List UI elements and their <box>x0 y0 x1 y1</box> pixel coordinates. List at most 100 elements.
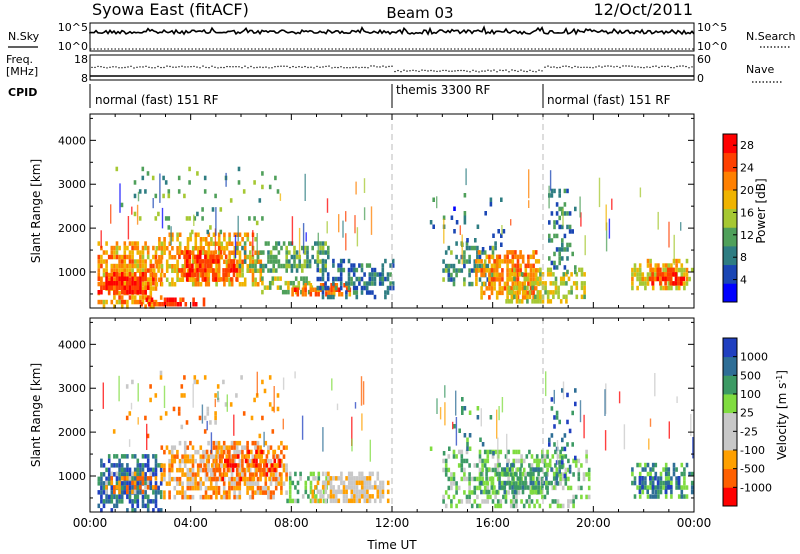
velocity-cell <box>207 494 210 500</box>
power-cell <box>181 264 185 269</box>
velocity-cell <box>157 463 160 468</box>
power-cell <box>526 285 529 291</box>
velocity-cell <box>113 463 116 468</box>
nave-point <box>631 65 633 67</box>
power-cell <box>209 259 212 264</box>
velocity-cell <box>500 471 504 477</box>
velocity-cell <box>199 454 203 459</box>
velocity-cell <box>280 449 283 455</box>
power-cell <box>126 285 129 290</box>
velocity-cell <box>288 498 292 504</box>
velocity-cell <box>259 490 262 495</box>
velocity-cell <box>321 485 325 490</box>
velocity-cell <box>296 489 300 495</box>
velocity-cell <box>115 494 119 500</box>
velocity-cell <box>463 458 466 464</box>
velocity-cell <box>123 472 127 477</box>
nave-point <box>94 66 96 69</box>
velocity-cell <box>118 480 121 486</box>
power-cell <box>649 258 652 264</box>
power-cell <box>193 259 197 264</box>
power-cell <box>326 276 330 282</box>
power-cell <box>197 232 200 237</box>
velocity-cell <box>154 494 158 500</box>
velocity-cell <box>118 489 121 495</box>
velocity-cell <box>561 464 564 470</box>
power-cell <box>97 259 101 264</box>
velocity-cell <box>296 498 300 504</box>
velocity-cell <box>261 415 264 421</box>
velocity-cell <box>185 420 189 425</box>
velocity-cell <box>512 472 516 477</box>
velocity-cell <box>233 481 236 486</box>
power-cell <box>118 285 121 290</box>
power-cell <box>225 241 229 246</box>
velocity-cell <box>233 490 236 495</box>
power-cell <box>529 268 533 273</box>
velocity-cell <box>141 499 145 504</box>
power-cell <box>184 302 188 307</box>
power-streak <box>354 215 356 234</box>
power-cell <box>368 290 372 295</box>
power-cell <box>306 245 309 251</box>
velocity-cell <box>670 494 673 499</box>
velocity-cell <box>470 490 474 495</box>
power-cell <box>552 294 555 300</box>
power-cell <box>110 250 114 255</box>
power-cell <box>473 268 477 273</box>
power-streak <box>598 177 601 208</box>
power-cell <box>552 290 555 295</box>
power-cell <box>211 207 215 212</box>
power-cell <box>532 290 535 296</box>
power-cell <box>317 292 320 297</box>
velocity-cell <box>524 476 527 481</box>
power-cell <box>189 277 192 282</box>
power-cell <box>306 254 309 260</box>
power-cell <box>291 292 294 297</box>
velocity-cell <box>224 402 228 407</box>
nave-point <box>637 66 639 68</box>
power-cell <box>518 285 521 291</box>
velocity-cell <box>316 489 320 495</box>
power-streak <box>110 204 112 224</box>
power-cell <box>113 250 116 255</box>
power-cell <box>158 246 161 251</box>
power-cell <box>550 238 554 243</box>
power-cell <box>154 286 158 291</box>
power-cell <box>553 188 556 194</box>
velocity-cell <box>690 471 694 477</box>
velocity-cell <box>334 498 338 504</box>
power-cell <box>501 277 504 282</box>
velocity-cell <box>191 458 195 464</box>
velocity-cell <box>269 476 273 482</box>
power-cell <box>191 255 195 260</box>
power-cell <box>549 281 553 286</box>
power-cell <box>256 282 260 287</box>
power-cell <box>217 259 220 264</box>
velocity-streak <box>562 381 565 400</box>
velocity-cell <box>177 411 181 416</box>
power-cell <box>228 250 231 255</box>
velocity-cell <box>337 485 341 490</box>
nave-point <box>424 69 426 72</box>
velocity-cell <box>503 471 507 477</box>
velocity-cell <box>216 476 219 482</box>
power-cell <box>238 263 242 269</box>
velocity-cell <box>498 462 501 468</box>
power-cell <box>97 254 101 260</box>
power-cell <box>188 250 192 255</box>
velocity-cell <box>261 490 265 495</box>
velocity-colorbar-swatch <box>723 431 737 451</box>
power-cell <box>521 254 525 260</box>
nave-point <box>97 65 99 68</box>
velocity-cell <box>133 480 137 486</box>
power-cell <box>638 276 642 282</box>
velocity-cell <box>255 449 258 455</box>
velocity-cell <box>263 472 266 477</box>
velocity-cell <box>358 498 361 504</box>
power-cell <box>165 268 169 273</box>
power-cell <box>191 259 195 264</box>
velocity-cell <box>455 490 458 495</box>
power-cell <box>468 281 471 287</box>
velocity-cell <box>548 458 552 464</box>
